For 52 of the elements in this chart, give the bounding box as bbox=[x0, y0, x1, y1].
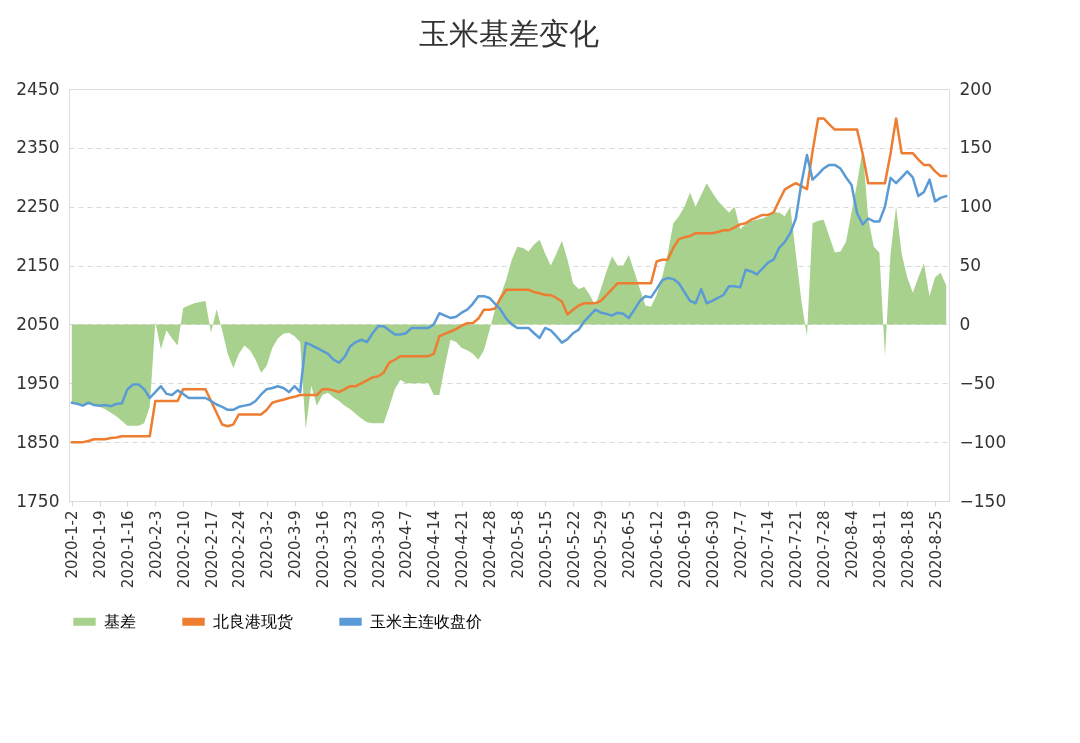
x-tick-label: 2020-7-14 bbox=[759, 510, 778, 589]
x-tick-label: 2020-6-19 bbox=[675, 510, 694, 589]
x-tick-label: 2020-8-4 bbox=[843, 510, 862, 579]
x-tick-label: 2020-6-5 bbox=[620, 510, 639, 579]
y-tick-label: 2250 bbox=[16, 196, 60, 217]
y-tick-label: 1950 bbox=[16, 372, 60, 393]
x-tick-label: 2020-1-9 bbox=[91, 510, 110, 579]
y-tick-label: 2050 bbox=[16, 313, 60, 334]
x-tick-label: 2020-5-15 bbox=[536, 510, 555, 589]
y-tick-label: 2350 bbox=[16, 137, 60, 158]
legend-label: 基差 bbox=[104, 611, 136, 631]
x-tick-label: 2020-3-9 bbox=[286, 510, 305, 579]
x-tick-label: 2020-7-28 bbox=[815, 510, 834, 589]
x-tick-label: 2020-3-23 bbox=[341, 510, 360, 589]
y2-tick-label: −150 bbox=[959, 490, 1007, 511]
y-tick-label: 2150 bbox=[16, 255, 60, 276]
x-tick-label: 2020-5-8 bbox=[508, 510, 527, 579]
y-tick-label: 1750 bbox=[16, 490, 60, 511]
x-tick-label: 2020-6-30 bbox=[703, 510, 722, 589]
x-tick-label: 2020-8-18 bbox=[898, 510, 917, 589]
x-tick-label: 2020-1-2 bbox=[63, 510, 82, 579]
x-tick-label: 2020-8-11 bbox=[870, 510, 889, 589]
x-tick-label: 2020-3-2 bbox=[258, 510, 277, 579]
x-tick-label: 2020-4-28 bbox=[481, 510, 500, 589]
x-tick-label: 2020-2-10 bbox=[174, 510, 193, 589]
x-tick-label: 2020-5-29 bbox=[592, 510, 611, 589]
x-tick-label: 2020-2-17 bbox=[202, 510, 221, 589]
x-tick-label: 2020-4-7 bbox=[397, 510, 416, 579]
y-tick-label: 1850 bbox=[16, 431, 60, 452]
y2-tick-label: −50 bbox=[959, 372, 996, 393]
chart-title: 玉米基差变化 bbox=[419, 16, 599, 51]
x-tick-label: 2020-1-16 bbox=[118, 510, 137, 589]
x-tick-label: 2020-3-16 bbox=[313, 510, 332, 589]
x-tick-label: 2020-2-3 bbox=[146, 510, 165, 579]
legend-label: 玉米主连收盘价 bbox=[370, 611, 482, 631]
x-tick-label: 2020-4-14 bbox=[425, 510, 444, 589]
x-tick-label: 2020-2-24 bbox=[230, 510, 249, 589]
y2-tick-label: 150 bbox=[959, 137, 992, 158]
x-tick-label: 2020-6-12 bbox=[648, 510, 667, 589]
y2-tick-label: 200 bbox=[959, 78, 992, 99]
y2-tick-label: 100 bbox=[959, 196, 992, 217]
legend-label: 北良港现货 bbox=[213, 611, 293, 631]
y2-tick-label: 0 bbox=[959, 313, 971, 334]
y-tick-label: 2450 bbox=[16, 78, 60, 99]
x-tick-label: 2020-7-7 bbox=[731, 510, 750, 579]
x-tick-label: 2020-3-30 bbox=[369, 510, 388, 589]
x-tick-label: 2020-5-22 bbox=[564, 510, 583, 589]
y2-tick-label: 50 bbox=[959, 255, 982, 276]
y2-tick-label: −100 bbox=[959, 431, 1007, 452]
x-tick-label: 2020-8-25 bbox=[926, 510, 945, 589]
x-tick-label: 2020-7-21 bbox=[787, 510, 806, 589]
x-tick-label: 2020-4-21 bbox=[453, 510, 472, 589]
